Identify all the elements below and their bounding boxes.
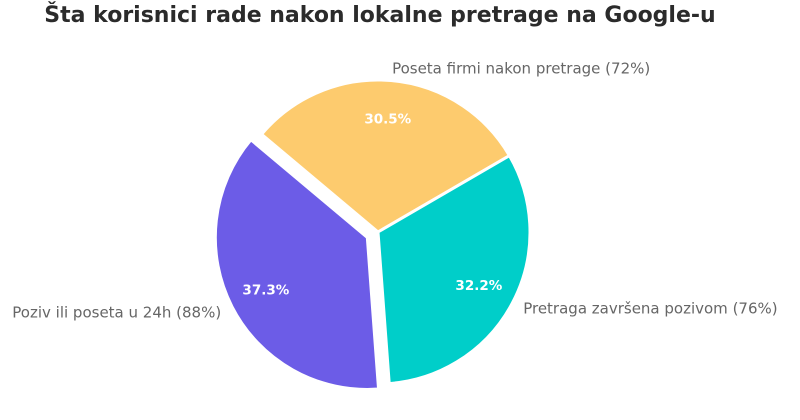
slice-percent-label: 32.2%: [455, 278, 502, 294]
slice-percent-label: 30.5%: [364, 111, 411, 127]
chart-title: Šta korisnici rade nakon lokalne pretrag…: [44, 2, 715, 28]
slice-category-label: Poziv ili poseta u 24h (88%): [12, 303, 221, 321]
slice-category-label: Pretraga završena pozivom (76%): [523, 300, 777, 318]
pie-slice: [260, 78, 511, 234]
pie-slice: [213, 138, 381, 391]
pie-slices: [213, 78, 532, 391]
slice-labels: Poseta firmi nakon pretrage (72%) Pretrag…: [12, 59, 777, 321]
slice-category-label: Poseta firmi nakon pretrage (72%): [392, 59, 650, 77]
percent-labels: 30.5% 32.2% 37.3%: [242, 111, 502, 298]
pie-slice: [376, 154, 532, 386]
slice-percent-label: 37.3%: [242, 282, 289, 298]
